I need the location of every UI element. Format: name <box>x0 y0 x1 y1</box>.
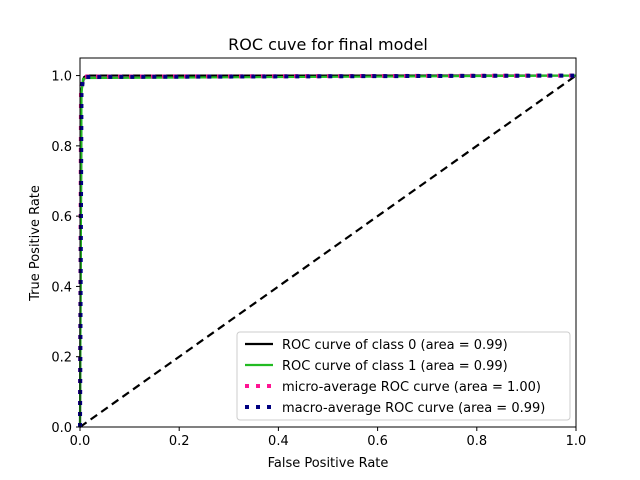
axes-frame <box>79 57 577 428</box>
axis-ticks: 0.0 0.2 0.4 0.6 0.8 1.0 0.0 0.2 0.4 0.6 0.8 1.0 <box>51 70 586 449</box>
y-tick-label: 0.4 <box>51 280 72 295</box>
legend-label-0: ROC curve of class 0 (area = 0.99) <box>282 338 508 353</box>
y-axis-label: True Positive Rate <box>28 185 43 302</box>
legend: ROC curve of class 0 (area = 0.99) ROC cu… <box>236 331 571 421</box>
x-tick-label: 0.0 <box>70 434 91 449</box>
x-tick-label: 0.2 <box>169 434 190 449</box>
legend-label-3: macro-average ROC curve (area = 0.99) <box>282 401 545 416</box>
chart-title: ROC cuve for final model <box>228 35 428 54</box>
y-tick-label: 0.8 <box>51 140 72 155</box>
y-tick-label: 0.2 <box>51 351 72 366</box>
series-line-3 <box>78 73 577 428</box>
x-tick-label: 0.4 <box>268 434 289 449</box>
x-tick-label: 0.6 <box>367 434 388 449</box>
y-tick-label: 0.0 <box>51 421 72 436</box>
x-tick-label: 0.8 <box>466 434 487 449</box>
plot-area <box>78 57 577 428</box>
y-tick-label: 1.0 <box>51 70 72 85</box>
legend-label-2: micro-average ROC curve (area = 1.00) <box>282 380 541 395</box>
x-tick-label: 1.0 <box>566 434 587 449</box>
reference-diagonal-line <box>79 74 577 428</box>
legend-box <box>236 331 571 421</box>
legend-label-1: ROC curve of class 1 (area = 0.99) <box>282 359 508 374</box>
x-axis-label: False Positive Rate <box>268 456 389 471</box>
y-tick-label: 0.6 <box>51 210 72 225</box>
